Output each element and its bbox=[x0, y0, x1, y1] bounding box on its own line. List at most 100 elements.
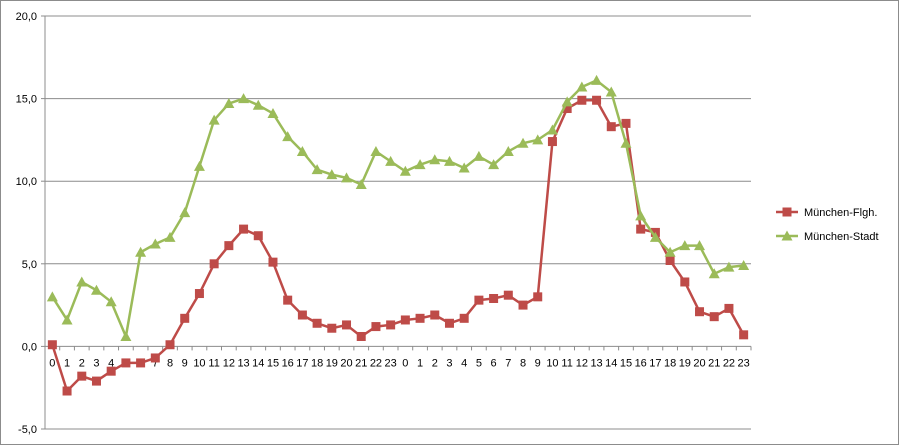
data-point-muenchen-flgh bbox=[91, 376, 101, 386]
x-tick-label: 16 bbox=[635, 357, 647, 369]
data-point-muenchen-flgh bbox=[503, 290, 513, 300]
data-point-muenchen-flgh bbox=[621, 118, 631, 128]
data-point-muenchen-flgh bbox=[180, 313, 190, 323]
data-point-muenchen-stadt bbox=[267, 107, 279, 118]
data-point-muenchen-stadt bbox=[414, 159, 426, 170]
data-point-muenchen-stadt bbox=[193, 160, 205, 171]
data-point-muenchen-flgh bbox=[636, 224, 646, 234]
data-point-muenchen-stadt bbox=[458, 162, 470, 173]
data-point-muenchen-stadt bbox=[429, 154, 441, 165]
x-tick-label: 10 bbox=[193, 357, 205, 369]
data-point-muenchen-stadt bbox=[708, 268, 720, 279]
data-point-muenchen-flgh bbox=[709, 312, 719, 322]
data-point-muenchen-flgh bbox=[518, 300, 528, 310]
data-point-muenchen-flgh bbox=[577, 95, 587, 105]
data-point-muenchen-flgh bbox=[239, 224, 249, 234]
data-point-muenchen-stadt bbox=[591, 74, 603, 85]
series-muenchen-flgh bbox=[47, 95, 749, 396]
data-point-muenchen-stadt bbox=[355, 179, 367, 190]
x-tick-label: 0 bbox=[49, 357, 55, 369]
y-tick-label: 10,0 bbox=[16, 176, 37, 188]
data-point-muenchen-stadt bbox=[738, 259, 750, 270]
data-point-muenchen-stadt bbox=[326, 169, 338, 180]
data-point-muenchen-stadt bbox=[223, 98, 235, 109]
data-point-muenchen-flgh bbox=[459, 313, 469, 323]
x-tick-label: 0 bbox=[402, 357, 408, 369]
x-tick-label: 3 bbox=[93, 357, 99, 369]
x-tick-label: 17 bbox=[296, 357, 308, 369]
x-tick-label: 13 bbox=[237, 357, 249, 369]
x-tick-label: 15 bbox=[620, 357, 632, 369]
legend-entry-muenchen-flgh: München-Flgh. bbox=[776, 207, 877, 219]
data-point-muenchen-stadt bbox=[399, 165, 411, 176]
x-tick-label: 19 bbox=[679, 357, 691, 369]
data-point-muenchen-flgh bbox=[194, 289, 204, 299]
data-point-muenchen-flgh bbox=[268, 257, 278, 267]
data-point-muenchen-flgh bbox=[739, 330, 749, 340]
x-tick-label: 21 bbox=[708, 357, 720, 369]
data-point-muenchen-flgh bbox=[224, 241, 234, 251]
data-point-muenchen-stadt bbox=[620, 137, 632, 148]
series-group bbox=[46, 74, 750, 396]
y-tick-label: 5,0 bbox=[22, 259, 37, 271]
data-point-muenchen-flgh bbox=[533, 292, 543, 302]
data-point-muenchen-flgh bbox=[474, 295, 484, 305]
data-point-muenchen-stadt bbox=[502, 145, 514, 156]
legend-marker-triangle bbox=[781, 230, 793, 241]
x-tick-label: 15 bbox=[267, 357, 279, 369]
data-point-muenchen-stadt bbox=[649, 231, 661, 242]
data-point-muenchen-flgh bbox=[444, 318, 454, 328]
x-tick-label: 3 bbox=[446, 357, 452, 369]
data-point-muenchen-flgh bbox=[342, 320, 352, 330]
data-point-muenchen-stadt bbox=[238, 93, 250, 104]
data-point-muenchen-stadt bbox=[252, 99, 264, 110]
data-point-muenchen-stadt bbox=[164, 231, 176, 242]
x-tick-label: 2 bbox=[432, 357, 438, 369]
data-point-muenchen-flgh bbox=[400, 315, 410, 325]
data-point-muenchen-flgh bbox=[415, 313, 425, 323]
x-tick-label: 14 bbox=[605, 357, 617, 369]
x-tick-label: 12 bbox=[223, 357, 235, 369]
data-point-muenchen-stadt bbox=[694, 240, 706, 251]
data-point-muenchen-stadt bbox=[208, 114, 220, 125]
data-point-muenchen-flgh bbox=[136, 358, 146, 368]
x-tick-label: 20 bbox=[693, 357, 705, 369]
y-tick-label: 20,0 bbox=[16, 11, 37, 23]
data-point-muenchen-flgh bbox=[430, 310, 440, 320]
legend: München-Flgh. München-Stadt bbox=[776, 207, 879, 243]
x-tick-label: 1 bbox=[417, 357, 423, 369]
x-tick-label: 21 bbox=[355, 357, 367, 369]
data-point-muenchen-stadt bbox=[443, 155, 455, 166]
data-point-muenchen-stadt bbox=[532, 134, 544, 145]
data-point-muenchen-flgh bbox=[62, 386, 72, 396]
legend-label: München-Flgh. bbox=[804, 207, 877, 219]
x-tick-label: 23 bbox=[385, 357, 397, 369]
x-tick-label: 14 bbox=[252, 357, 264, 369]
data-point-muenchen-stadt bbox=[120, 330, 132, 341]
x-tick-label: 23 bbox=[738, 357, 750, 369]
data-point-muenchen-flgh bbox=[283, 295, 293, 305]
data-point-muenchen-flgh bbox=[386, 320, 396, 330]
x-tick-label: 1 bbox=[64, 357, 70, 369]
data-point-muenchen-flgh bbox=[680, 277, 690, 287]
x-tick-label: 9 bbox=[182, 357, 188, 369]
data-point-muenchen-stadt bbox=[105, 296, 117, 307]
data-point-muenchen-stadt bbox=[635, 210, 647, 221]
data-point-muenchen-stadt bbox=[546, 124, 558, 135]
data-point-muenchen-flgh bbox=[356, 331, 366, 341]
x-tick-label: 5 bbox=[476, 357, 482, 369]
data-point-muenchen-flgh bbox=[165, 340, 175, 350]
data-point-muenchen-stadt bbox=[149, 238, 161, 249]
x-tick-label: 4 bbox=[461, 357, 467, 369]
data-point-muenchen-flgh bbox=[312, 318, 322, 328]
x-tick-label: 4 bbox=[108, 357, 114, 369]
legend-label: München-Stadt bbox=[804, 231, 879, 243]
data-point-muenchen-flgh bbox=[606, 122, 616, 132]
data-point-muenchen-stadt bbox=[576, 81, 588, 92]
data-point-muenchen-stadt bbox=[296, 145, 308, 156]
data-point-muenchen-flgh bbox=[371, 322, 381, 332]
y-tick-label: 15,0 bbox=[16, 94, 37, 106]
legend-entry-muenchen-stadt: München-Stadt bbox=[776, 230, 879, 243]
data-point-muenchen-stadt bbox=[473, 150, 485, 161]
